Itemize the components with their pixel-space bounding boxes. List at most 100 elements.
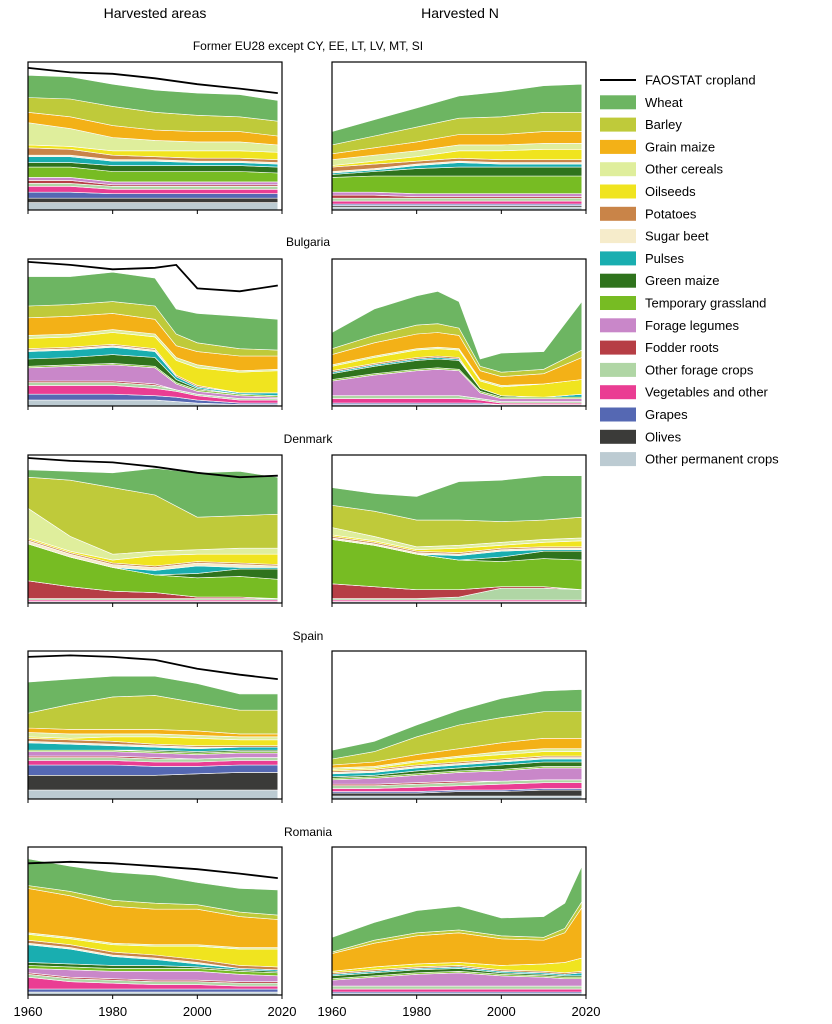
panel-frame	[331, 846, 587, 996]
panel-romania-harvested-n	[331, 846, 587, 999]
area-other-permanent-crops	[27, 789, 279, 800]
legend-label: FAOSTAT cropland	[645, 73, 756, 88]
legend-item-other-cereals: Other cereals	[600, 162, 724, 177]
legend-label: Grapes	[645, 407, 688, 422]
x-tick-label: 2000	[183, 1004, 212, 1019]
panel-spain-harvested-n	[331, 650, 587, 803]
area-wheat	[331, 689, 583, 760]
area-wheat	[331, 83, 583, 146]
legend-swatch	[600, 452, 636, 467]
x-tick-label: 1980	[98, 1004, 127, 1019]
legend-swatch	[600, 229, 636, 244]
legend-swatch	[600, 385, 636, 400]
legend-item-forage-legumes: Forage legumes	[600, 318, 739, 333]
legend-item-olives: Olives	[600, 429, 682, 444]
x-tick-label: 1980	[402, 1004, 431, 1019]
legend-label: Olives	[645, 429, 682, 444]
legend-label: Other cereals	[645, 162, 724, 177]
panel-frame	[27, 846, 283, 996]
area-other-forage-crops	[331, 197, 583, 202]
legend-label: Barley	[645, 117, 682, 132]
legend-swatch	[600, 184, 636, 199]
legend-swatch	[600, 296, 636, 310]
area-wheat	[27, 271, 279, 351]
x-tick-label: 2020	[268, 1004, 297, 1019]
area-olives	[27, 197, 279, 203]
area-other-forage-crops	[331, 985, 583, 990]
legend-swatch	[600, 273, 636, 288]
faostat-cropland-line	[27, 654, 278, 680]
panel-frame	[27, 61, 283, 211]
faostat-cropland-line	[27, 67, 278, 94]
area-wheat	[27, 858, 279, 916]
panel-denmark-harvested-n	[331, 454, 587, 607]
faostat-cropland-line	[27, 860, 278, 879]
legend: FAOSTAT cropland Wheat Barley Grain maize Ot…	[600, 73, 779, 467]
panel-spain-harvested-areas	[27, 650, 283, 803]
legend-swatch	[600, 251, 636, 266]
legend-swatch	[600, 206, 636, 221]
x-tick-label: 2000	[487, 1004, 516, 1019]
legend-item-vegetables-and-other: Vegetables and other	[600, 385, 769, 400]
panel-frame	[331, 650, 587, 800]
legend-label: Potatoes	[645, 206, 697, 221]
area-wheat	[331, 866, 583, 953]
legend-swatch	[600, 95, 636, 110]
panel-bulgaria-harvested-areas	[27, 258, 283, 410]
legend-swatch	[600, 407, 636, 422]
column-title-harvested-areas: Harvested areas	[104, 5, 207, 21]
panels	[27, 61, 587, 999]
legend-swatch	[600, 162, 636, 177]
legend-label: Vegetables and other	[645, 385, 769, 400]
area-temporary-grassland	[331, 175, 583, 194]
legend-swatch	[600, 117, 636, 132]
legend-item-sugar-beet: Sugar beet	[600, 229, 709, 244]
legend-label: Temporary grassland	[645, 296, 766, 311]
legend-item-temporary-grassland: Temporary grassland	[600, 296, 766, 311]
legend-label: Fodder roots	[645, 340, 719, 355]
legend-item-grain-maize: Grain maize	[600, 139, 715, 154]
area-wheat	[27, 467, 279, 518]
panel-title-spain: Spain	[293, 629, 324, 643]
legend-item-other-forage-crops: Other forage crops	[600, 362, 754, 377]
panel-title-denmark: Denmark	[284, 432, 334, 446]
x-axis-tick-labels: 1960 1980 2000 2020 1960 1980 2000 2020	[14, 1004, 601, 1019]
panel-frame	[331, 454, 587, 604]
panel-bulgaria-harvested-n	[331, 258, 587, 410]
legend-label: Other forage crops	[645, 362, 754, 377]
legend-label: Grain maize	[645, 139, 715, 154]
legend-item-grapes: Grapes	[600, 407, 688, 422]
legend-item-wheat: Wheat	[600, 95, 683, 110]
panel-title-romania: Romania	[284, 825, 332, 839]
legend-swatch	[600, 362, 636, 377]
panel-former-eu28-except-cy-ee-lt-lv-mt-si-harvested-n	[331, 61, 587, 214]
legend-swatch	[600, 340, 636, 355]
area-grapes	[27, 988, 279, 993]
area-wheat	[331, 290, 583, 373]
panel-frame	[331, 61, 587, 211]
legend-swatch	[600, 139, 636, 154]
panel-frame	[27, 258, 283, 407]
legend-item-other-permanent-crops: Other permanent crops	[600, 452, 779, 467]
legend-label: Wheat	[645, 95, 683, 110]
area-other-permanent-crops	[27, 202, 279, 211]
x-tick-label: 1960	[14, 1004, 43, 1019]
panel-title-bulgaria: Bulgaria	[286, 235, 330, 249]
legend-label: Green maize	[645, 273, 719, 288]
legend-item-faostat-cropland: FAOSTAT cropland	[600, 73, 756, 88]
area-vegetables-and-other	[331, 200, 583, 205]
column-title-harvested-n: Harvested N	[421, 5, 499, 21]
area-wheat	[27, 675, 279, 714]
legend-item-pulses: Pulses	[600, 251, 685, 266]
legend-label: Other permanent crops	[645, 452, 779, 467]
legend-swatch	[600, 318, 636, 333]
legend-label: Pulses	[645, 251, 685, 266]
area-wheat	[27, 74, 279, 122]
panel-frame	[27, 650, 283, 800]
x-tick-label: 2020	[572, 1004, 601, 1019]
legend-item-green-maize: Green maize	[600, 273, 719, 288]
legend-label: Sugar beet	[645, 229, 709, 244]
panel-denmark-harvested-areas	[27, 454, 283, 607]
legend-swatch	[600, 429, 636, 444]
